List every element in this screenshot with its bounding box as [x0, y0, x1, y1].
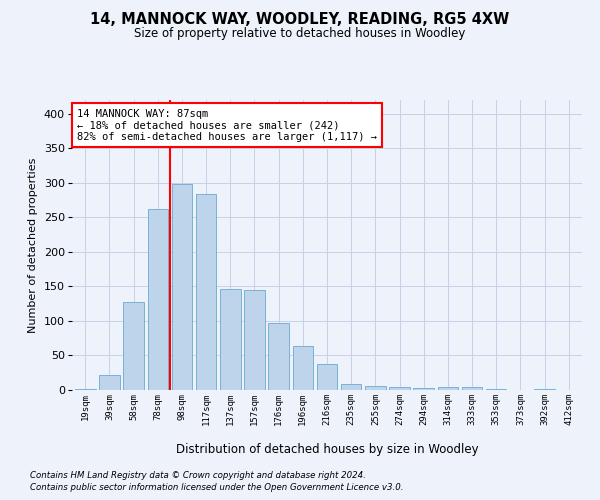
Text: 14 MANNOCK WAY: 87sqm
← 18% of detached houses are smaller (242)
82% of semi-det: 14 MANNOCK WAY: 87sqm ← 18% of detached …: [77, 108, 377, 142]
Bar: [293, 346, 313, 390]
Bar: [148, 209, 168, 390]
Bar: [172, 184, 192, 390]
Bar: [462, 387, 482, 390]
Bar: [268, 323, 289, 390]
Text: 14, MANNOCK WAY, WOODLEY, READING, RG5 4XW: 14, MANNOCK WAY, WOODLEY, READING, RG5 4…: [91, 12, 509, 28]
Bar: [365, 386, 386, 390]
Bar: [413, 388, 434, 390]
Text: Size of property relative to detached houses in Woodley: Size of property relative to detached ho…: [134, 28, 466, 40]
Bar: [75, 388, 95, 390]
Bar: [389, 386, 410, 390]
Bar: [99, 375, 120, 390]
Bar: [244, 290, 265, 390]
Bar: [341, 384, 361, 390]
Text: Distribution of detached houses by size in Woodley: Distribution of detached houses by size …: [176, 442, 478, 456]
Y-axis label: Number of detached properties: Number of detached properties: [28, 158, 38, 332]
Bar: [220, 289, 241, 390]
Text: Contains HM Land Registry data © Crown copyright and database right 2024.: Contains HM Land Registry data © Crown c…: [30, 470, 366, 480]
Bar: [317, 364, 337, 390]
Bar: [486, 388, 506, 390]
Bar: [437, 386, 458, 390]
Bar: [196, 194, 217, 390]
Bar: [124, 302, 144, 390]
Text: Contains public sector information licensed under the Open Government Licence v3: Contains public sector information licen…: [30, 483, 404, 492]
